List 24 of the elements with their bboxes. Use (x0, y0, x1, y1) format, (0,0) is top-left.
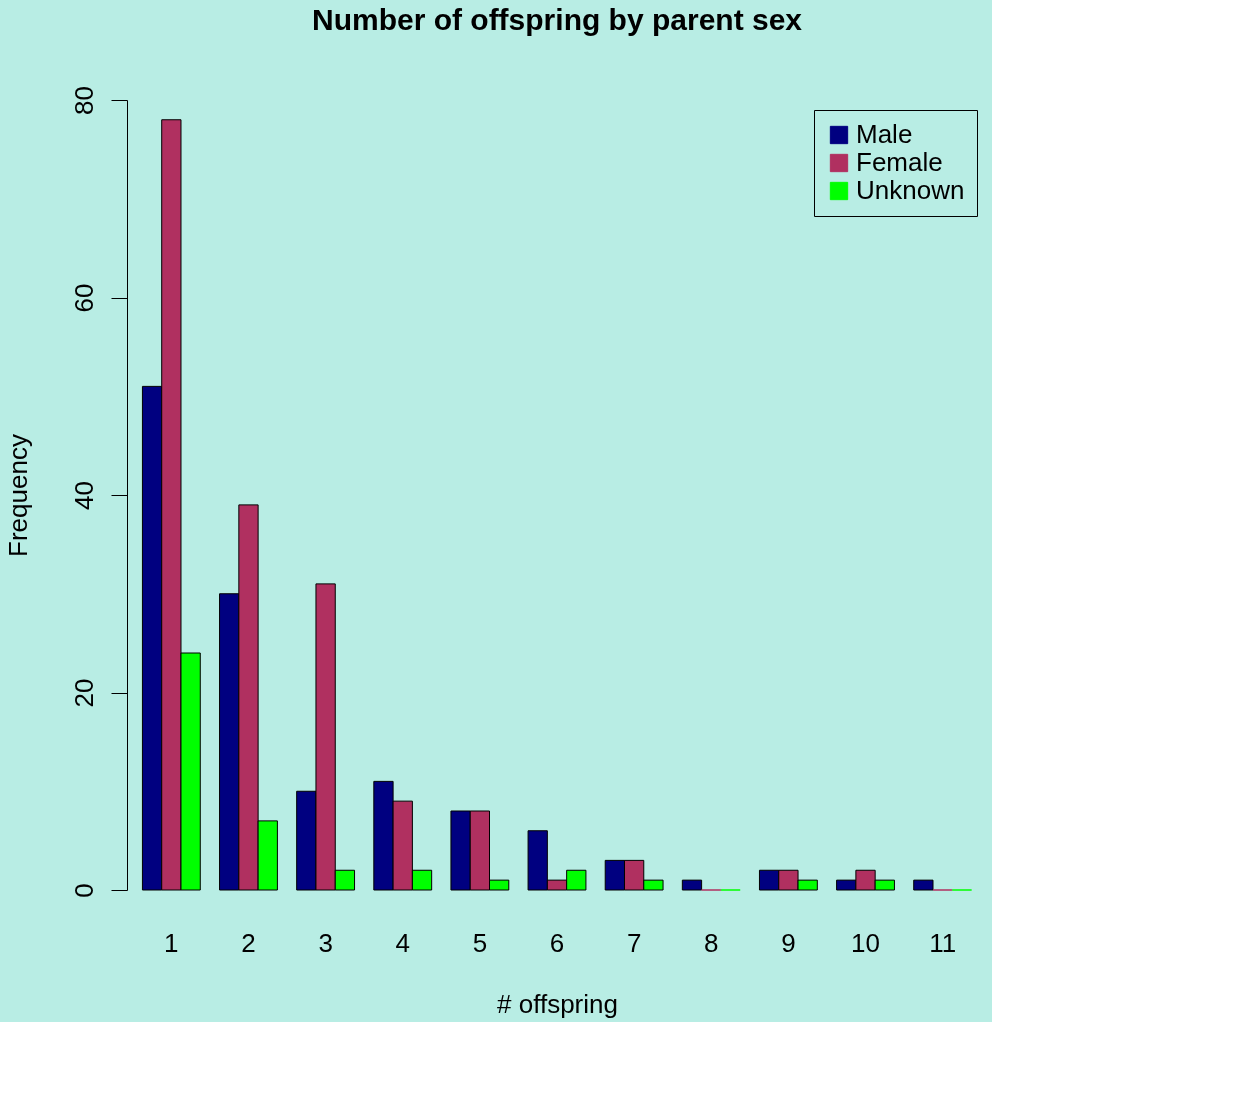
x-tick-label: 1 (164, 927, 179, 958)
y-tick-label: 40 (68, 481, 99, 510)
x-axis-title: # offspring (497, 988, 618, 1019)
bar (681, 879, 703, 891)
x-tick-label: 9 (781, 927, 796, 958)
x-tick-label: 2 (241, 927, 256, 958)
y-tick-label: 20 (68, 678, 99, 708)
x-tick-label: 10 (851, 927, 880, 958)
bar (913, 879, 934, 891)
legend-label: Unknown (856, 175, 965, 205)
y-tick-label: 80 (68, 86, 99, 115)
x-tick-label: 7 (626, 927, 642, 958)
x-tick-label: 3 (318, 927, 333, 958)
x-tick-label: 11 (929, 927, 957, 958)
y-tick-label: 60 (68, 283, 99, 313)
x-tick-label: 4 (395, 927, 410, 958)
legend-label: Male (856, 119, 913, 149)
chart-title: Number of offspring by parent sex (311, 2, 803, 36)
x-tick-label: 6 (549, 927, 565, 958)
legend-label: Female (856, 147, 943, 177)
x-tick-label: 5 (472, 927, 488, 958)
y-axis-title: Frequency (2, 434, 33, 557)
x-tick-label: 8 (704, 927, 719, 958)
y-tick-label: 0 (68, 883, 99, 898)
